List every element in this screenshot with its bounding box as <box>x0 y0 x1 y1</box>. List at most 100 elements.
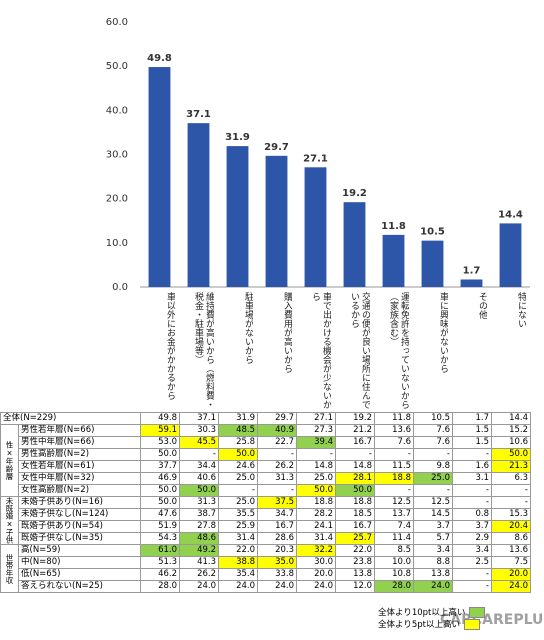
table-cell: 13.8 <box>335 568 375 581</box>
table-cell: - <box>452 568 492 581</box>
legend-swatch <box>469 606 486 618</box>
table-cell: 7.5 <box>491 556 531 569</box>
table-cell: - <box>257 448 297 461</box>
table-cell: 26.2 <box>179 568 219 581</box>
table-cell: 27.1 <box>296 412 336 425</box>
table-cell: 53.0 <box>140 436 180 449</box>
table-cell: 50.0 <box>491 448 531 461</box>
table-cell: 1.5 <box>452 424 492 437</box>
table-cell: 15.3 <box>491 508 531 521</box>
table-cell: - <box>413 448 453 461</box>
table-cell: 59.1 <box>140 424 180 437</box>
table-cell: 24.6 <box>218 460 258 473</box>
table-cell: 46.9 <box>140 472 180 485</box>
table-cell: 5.7 <box>413 532 453 545</box>
table-cell: 29.7 <box>257 412 297 425</box>
table-cell: 3.4 <box>452 544 492 557</box>
row-label: 男性若年層(N=66) <box>18 424 141 437</box>
table-cell: 48.5 <box>218 424 258 437</box>
table-cell: 41.3 <box>179 556 219 569</box>
table-cell: 12.5 <box>413 496 453 509</box>
table-cell: 25.7 <box>335 532 375 545</box>
table-cell: 13.6 <box>491 544 531 557</box>
table-cell: 1.5 <box>452 436 492 449</box>
table-cell: - <box>374 448 414 461</box>
bar <box>343 202 366 287</box>
table-cell: 24.0 <box>296 580 336 593</box>
table-cell: 32.2 <box>296 544 336 557</box>
row-label: 既婚子供なし(N=35) <box>18 532 141 545</box>
table-cell: 11.8 <box>374 412 414 425</box>
value-label: 49.8 <box>147 53 172 64</box>
x-tick-label: 車以外にお金がかかるから <box>165 292 175 400</box>
table-row: 女性中年層(N=32) 46.9 40.6 25.0 31.3 25.0 28.1 18.8 2… <box>1 472 531 485</box>
table-cell: 25.8 <box>218 436 258 449</box>
y-tick-label: 30.0 <box>106 150 128 161</box>
table-row: 低(N=65) 46.2 26.2 35.4 33.8 20.0 13.8 10.8 13.8-… <box>1 568 531 581</box>
value-label: 10.5 <box>420 227 445 238</box>
table-cell: 1.7 <box>452 412 492 425</box>
table-cell: 35.4 <box>218 568 258 581</box>
table-cell: 7.4 <box>374 520 414 533</box>
table-cell: 51.3 <box>140 556 180 569</box>
table-cell: 7.6 <box>374 436 414 449</box>
table-row: 性×年齢層 男性若年層(N=66) 59.1 30.3 48.5 40.9 27.3 21.2… <box>0 424 531 497</box>
table-cell: 2.9 <box>452 532 492 545</box>
table-cell: 0.8 <box>452 508 492 521</box>
group-label: 未既婚×子供有無 <box>0 496 19 545</box>
table-cell: - <box>452 448 492 461</box>
table-cell: 8.8 <box>413 556 453 569</box>
table-cell: 10.8 <box>374 568 414 581</box>
table-cell: 25.0 <box>218 472 258 485</box>
row-label: 既婚子供あり(N=54) <box>18 520 141 533</box>
table-cell: 13.8 <box>413 568 453 581</box>
table-row: 既婚子供なし(N=35) 54.3 48.6 31.4 28.6 31.4 25.7 11.4… <box>1 532 531 545</box>
table-cell: 18.8 <box>296 496 336 509</box>
table-cell: 9.8 <box>413 460 453 473</box>
table-cell: 33.8 <box>257 568 297 581</box>
value-label: 19.2 <box>342 188 367 199</box>
table-cell: 50.0 <box>140 448 180 461</box>
table-cell: 25.0 <box>218 496 258 509</box>
table-cell: 14.8 <box>335 460 375 473</box>
table-cell: 28.1 <box>335 472 375 485</box>
row-label: 高(N=59) <box>18 544 141 557</box>
table-row: 未既婚×子供有無 未婚子供あり(N=16) 50.0 31.3 25.0 37.5 18.8… <box>0 496 531 545</box>
table-cell: 34.4 <box>179 460 219 473</box>
table-cell: 24.0 <box>179 580 219 593</box>
table-cell: 54.3 <box>140 532 180 545</box>
table-cell: 50.0 <box>140 484 180 497</box>
table-cell: 24.0 <box>257 580 297 593</box>
row-label: 女性中年層(N=32) <box>18 472 141 485</box>
x-tick-label: 維持費が高いから（燃料費・税金・駐車場等） <box>193 292 214 409</box>
table-cell: 28.2 <box>296 508 336 521</box>
y-tick-label: 10.0 <box>106 238 128 249</box>
bar <box>226 146 249 287</box>
bar <box>304 167 327 287</box>
table-cell: 31.4 <box>296 532 336 545</box>
bar <box>187 123 210 288</box>
y-tick-label: 20.0 <box>106 194 128 205</box>
table-cell: 8.5 <box>374 544 414 557</box>
table-cell: - <box>452 580 492 593</box>
y-tick-label: 60.0 <box>106 17 128 28</box>
table-row: 全体(N=229) 49.8 37.1 31.9 29.7 27.1 19.2 11.8 10.… <box>0 412 531 425</box>
y-tick-label: 0.0 <box>112 282 128 293</box>
table-cell: 14.5 <box>413 508 453 521</box>
table-cell: 12.0 <box>335 580 375 593</box>
table-cell: 3.4 <box>413 544 453 557</box>
table-cell: - <box>413 484 453 497</box>
y-tick-label: 40.0 <box>106 105 128 116</box>
bar <box>460 279 483 287</box>
legend-label: 全体より10pt以上高い <box>378 608 466 618</box>
table-row: 男性中年層(N=66) 53.0 45.5 25.8 22.7 39.4 16.7 7.6 7.… <box>1 436 531 449</box>
table-cell: 50.0 <box>218 448 258 461</box>
table-cell: 34.7 <box>257 508 297 521</box>
x-tick-label: 運転免許を持っていないから（家族含む） <box>388 292 409 409</box>
table-cell: 22.0 <box>218 544 258 557</box>
table-cell: 15.2 <box>491 424 531 437</box>
table-cell: 22.7 <box>257 436 297 449</box>
table-cell: 23.8 <box>335 556 375 569</box>
table-cell: - <box>296 448 336 461</box>
table-cell: 21.2 <box>335 424 375 437</box>
